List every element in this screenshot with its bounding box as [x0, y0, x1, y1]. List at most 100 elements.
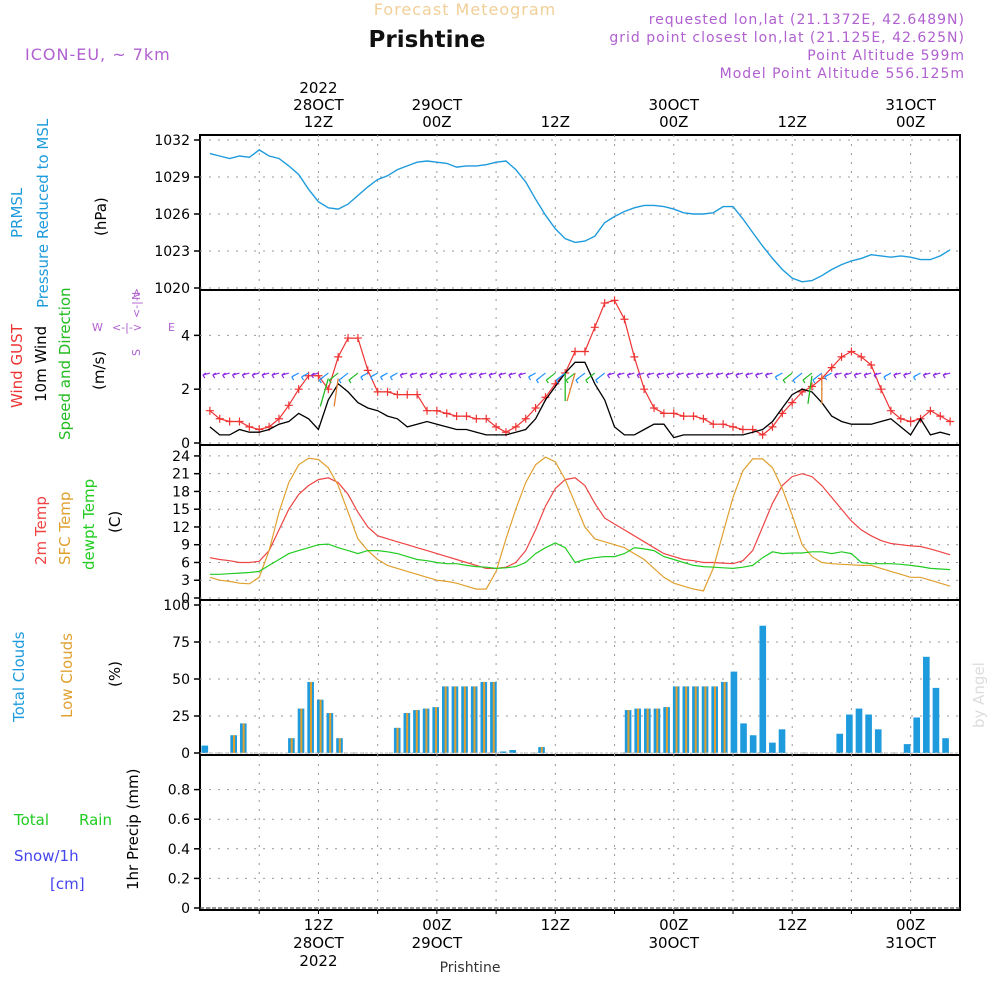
bottom-hour-label: 12Z: [541, 916, 570, 934]
y-tick-label: 12: [172, 520, 190, 536]
low-cloud-bar: [338, 738, 341, 753]
total-cloud-bar: [923, 656, 930, 753]
wind-direction-arrow: [922, 372, 931, 379]
gust-point: [857, 352, 866, 361]
top-hour-label: 00Z: [659, 113, 688, 131]
gust-point: [403, 390, 412, 399]
low-cloud-bar: [646, 708, 649, 753]
wind-direction-arrow: [488, 372, 497, 379]
wind-direction-arrow: [745, 372, 753, 379]
wind-direction-arrow: [555, 372, 566, 384]
gust-point: [906, 417, 915, 426]
wind-direction-arrow: [616, 372, 625, 379]
top-date-label: 30OCT: [649, 96, 700, 114]
y-tick-label: 1023: [154, 244, 190, 260]
gust-point: [679, 412, 688, 421]
wind-direction-arrow: [271, 372, 280, 379]
gust-point: [768, 422, 777, 431]
gust-point: [640, 385, 649, 394]
gust-point: [669, 409, 678, 418]
wind-direction-arrow: [528, 372, 536, 381]
gust-point: [373, 387, 382, 396]
gust-point: [432, 406, 441, 415]
gust-point: [896, 414, 905, 423]
wind-direction-arrow: [686, 372, 694, 379]
gust-point: [936, 412, 945, 421]
wind-direction-arrow: [389, 372, 398, 381]
gust-point: [442, 409, 451, 418]
low-cloud-bar: [492, 681, 495, 753]
y-tick-label: 4: [181, 328, 190, 344]
low-cloud-bar: [415, 710, 418, 753]
low-cloud-bar: [714, 686, 717, 753]
wind-direction-arrow: [360, 372, 369, 381]
wind-direction-arrow: [508, 372, 517, 379]
gust-point: [778, 409, 787, 418]
bottom-hour-label: 00Z: [659, 916, 688, 934]
wind-direction-arrow: [439, 372, 447, 379]
low-cloud-bar: [685, 686, 688, 753]
wind-direction-arrow: [824, 372, 832, 381]
gust-point: [413, 390, 422, 399]
y-tick-label: 75: [172, 635, 190, 651]
low-cloud-bar: [242, 723, 245, 753]
gust-point: [699, 414, 708, 423]
gust-point: [620, 315, 629, 324]
low-cloud-bar: [319, 699, 322, 753]
wind-direction-arrow: [853, 372, 862, 379]
gust-point: [867, 360, 876, 369]
gust-point: [877, 385, 886, 394]
wind-direction-arrow: [636, 372, 645, 379]
wind-direction-arrow: [585, 372, 596, 384]
gust-point: [284, 401, 293, 410]
pressure-panel: [199, 134, 961, 291]
compass-arrow-v: <-|->: [130, 288, 143, 318]
y-tick-label: 24: [172, 449, 190, 465]
gust-point: [946, 417, 955, 426]
wind-direction-arrow: [932, 372, 941, 379]
total-cloud-bar: [499, 751, 507, 753]
wind-direction-arrow: [774, 372, 783, 381]
y-tick-label: 1029: [154, 170, 190, 186]
bottom-hour-label: 12Z: [304, 916, 333, 934]
top-date-label: 31OCT: [885, 96, 936, 114]
wind-direction-arrow: [725, 372, 734, 379]
wind-unit-label: (m/s): [90, 351, 108, 390]
gust-point: [294, 385, 303, 394]
total-label: Total: [13, 811, 49, 829]
y-tick-label: 9: [181, 538, 190, 554]
gust-point: [511, 422, 520, 431]
page-title: Prishtine: [369, 27, 486, 53]
y-tick-label: 21: [172, 467, 190, 483]
grid-point-coords: grid point closest lon,lat (21.125E, 42.…: [609, 30, 965, 46]
gust-point: [926, 406, 935, 415]
gust-point: [521, 414, 530, 423]
gust-point: [363, 366, 372, 375]
wind-direction-arrow: [782, 372, 793, 384]
wind-direction-arrow: [318, 372, 329, 384]
low-cloud-bar: [473, 686, 476, 753]
bottom-date-label: 28OCT: [293, 934, 344, 952]
point-altitude: Point Altitude 599m: [807, 48, 965, 64]
y-tick-label: 1026: [154, 207, 190, 223]
wind-direction-arrow: [807, 375, 813, 404]
gust-point: [719, 420, 728, 429]
wind-10m-label: 10m Wind: [32, 326, 50, 402]
top-date-label: 29OCT: [412, 96, 463, 114]
wind-direction-arrow: [281, 372, 289, 379]
snow-label: Snow/1h: [14, 847, 79, 865]
grid-lines: [194, 135, 960, 910]
gust-point: [274, 414, 283, 423]
y-tick-label: 0: [181, 591, 190, 607]
y-tick-label: 2: [181, 382, 190, 398]
clouds-unit-label: (%): [106, 661, 124, 687]
dewpt-line: [209, 542, 951, 575]
y-tick-label: 0.4: [168, 842, 190, 858]
gust-point: [353, 334, 362, 343]
gust-point: [689, 412, 698, 421]
wind-direction-arrow: [301, 372, 309, 381]
wind-direction-arrow: [607, 372, 615, 379]
wind-direction-arrow: [458, 372, 467, 379]
low-cloud-bar: [290, 738, 293, 753]
